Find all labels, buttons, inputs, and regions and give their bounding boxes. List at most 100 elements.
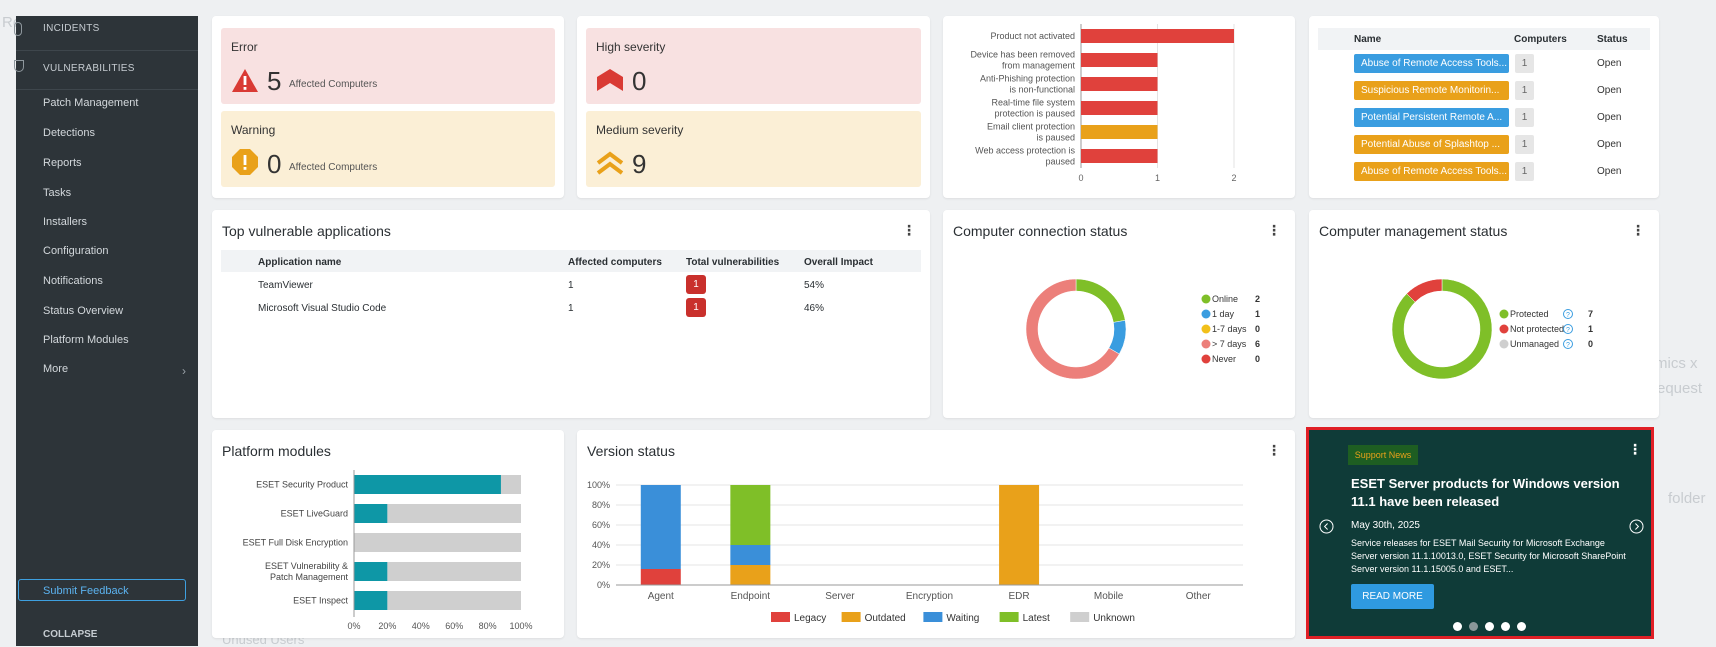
category-label: ESET Vulnerability & <box>265 561 348 571</box>
pagination-dot[interactable] <box>1453 622 1462 631</box>
sidebar-item-status-overview[interactable]: Status Overview <box>43 305 124 317</box>
warning-tile[interactable]: Warning 0 Affected Computers <box>221 111 555 187</box>
medium-severity-tile[interactable]: Medium severity 9 <box>586 111 921 187</box>
help-glyph: ? <box>1566 312 1570 319</box>
incident-name[interactable]: Abuse of Remote Access Tools... <box>1354 54 1509 73</box>
sidebar-item-installers[interactable]: Installers <box>43 216 88 228</box>
legend-label: Not protected <box>1510 324 1564 334</box>
legend-count: 2 <box>1255 294 1260 304</box>
sidebar-item-more[interactable]: More <box>43 363 69 375</box>
donut-slice <box>1108 320 1127 355</box>
category-label: ESET Full Disk Encryption <box>243 538 348 548</box>
problems-chart: 0 1 2 Product not activated Device has been … <box>970 24 1237 183</box>
vuln-apps-header-affected: Affected computers <box>568 257 662 268</box>
medium-severity-icon <box>596 151 624 175</box>
legend-label: Unmanaged <box>1510 339 1559 349</box>
category-label: Real-time file system <box>991 98 1075 108</box>
background-text-right-2: equest <box>1657 380 1703 397</box>
help-icon <box>1563 339 1573 349</box>
legend-count: 0 <box>1588 339 1593 349</box>
bar-segment <box>640 569 681 585</box>
category-label: paused <box>1045 157 1075 167</box>
legend-label: Unknown <box>1093 613 1135 624</box>
y-tick-label: 20% <box>592 560 610 570</box>
incident-status: Open <box>1597 58 1622 69</box>
sidebar-group-vulnerabilities[interactable]: VULNERABILITIES <box>43 63 135 74</box>
bar-segment <box>640 485 681 569</box>
prev-arrow-icon[interactable] <box>1319 519 1334 534</box>
donut-slice <box>1075 278 1126 323</box>
sidebar-item-detections[interactable]: Detections <box>43 127 95 139</box>
bar-segment <box>354 562 388 581</box>
legend-count: 0 <box>1255 324 1260 334</box>
pagination-dot[interactable] <box>1501 622 1510 631</box>
bar <box>1081 101 1158 115</box>
high-severity-tile[interactable]: High severity 0 <box>586 28 921 104</box>
help-glyph: ? <box>1566 327 1570 334</box>
help-icon <box>1563 324 1573 334</box>
pagination-dot[interactable] <box>1485 622 1494 631</box>
incident-status: Open <box>1597 112 1622 123</box>
incident-computers: 1 <box>1515 54 1534 73</box>
collapse-button[interactable]: COLLAPSE <box>43 629 98 640</box>
incidents-header-status: Status <box>1597 34 1628 45</box>
management-status-card: Computer management status ⋮ Protected? 7… <box>1309 210 1659 418</box>
next-arrow-icon[interactable] <box>1629 519 1644 534</box>
x-tick-label: 80% <box>479 621 497 631</box>
legend-label: Legacy <box>794 613 826 624</box>
kebab-menu-icon[interactable]: ⋮ <box>1267 442 1281 458</box>
sidebar-item-configuration[interactable]: Configuration <box>43 245 109 257</box>
sidebar-item-notifications[interactable]: Notifications <box>43 275 103 287</box>
sidebar-item-platform-modules[interactable]: Platform Modules <box>43 334 129 346</box>
sidebar-group-incidents[interactable]: INCIDENTS <box>43 23 100 34</box>
kebab-menu-icon[interactable]: ⋮ <box>1628 441 1642 457</box>
incident-name[interactable]: Potential Abuse of Splashtop ... <box>1354 135 1509 154</box>
bar-segment <box>730 565 771 585</box>
bar-segment <box>354 591 388 610</box>
legend-count: 0 <box>1255 354 1260 364</box>
sidebar-item-tasks[interactable]: Tasks <box>43 187 72 199</box>
x-tick-label: 60% <box>445 621 463 631</box>
medium-severity-label: Medium severity <box>596 123 684 137</box>
legend-swatch <box>999 612 1019 622</box>
pagination-dot[interactable] <box>1469 622 1478 631</box>
sidebar-item-patch-management[interactable]: Patch Management <box>43 97 139 109</box>
vuln-apps-header-name: Application name <box>258 257 342 268</box>
high-severity-icon <box>597 69 623 91</box>
help-glyph: ? <box>1566 342 1570 349</box>
incident-computers: 1 <box>1515 108 1534 127</box>
error-tile[interactable]: Error 5 Affected Computers <box>221 28 555 104</box>
vuln-app-impact: 54% <box>804 280 825 291</box>
vuln-app-total-badge[interactable]: 1 <box>686 298 706 317</box>
error-sub: Affected Computers <box>289 79 378 90</box>
incident-name[interactable]: Abuse of Remote Access Tools... <box>1354 162 1509 181</box>
donut-slice <box>1406 278 1443 303</box>
incident-name[interactable]: Potential Persistent Remote A... <box>1354 108 1509 127</box>
x-tick-label: Server <box>825 591 855 602</box>
read-more-button[interactable]: READ MORE <box>1351 584 1434 609</box>
kebab-menu-icon[interactable]: ⋮ <box>1267 222 1281 238</box>
pagination-dot[interactable] <box>1517 622 1526 631</box>
news-tag: Support News <box>1348 445 1418 465</box>
vuln-app-total-badge[interactable]: 1 <box>686 275 706 294</box>
sidebar-item-reports[interactable]: Reports <box>43 157 82 169</box>
bar-segment <box>500 475 521 494</box>
x-tick-label: Mobile <box>1094 591 1124 602</box>
kebab-menu-icon[interactable]: ⋮ <box>1631 222 1645 238</box>
legend-swatch <box>771 612 790 622</box>
chevron-right-icon[interactable]: › <box>182 364 186 378</box>
shield-icon <box>14 60 24 72</box>
legend-swatch <box>1201 309 1211 319</box>
submit-feedback-button[interactable]: Submit Feedback <box>18 579 186 601</box>
vuln-app-impact: 46% <box>804 303 825 314</box>
kebab-menu-icon[interactable]: ⋮ <box>902 222 916 238</box>
bar-segment <box>730 545 771 565</box>
warning-label: Warning <box>231 123 276 137</box>
vuln-app-name[interactable]: Microsoft Visual Studio Code <box>258 303 387 314</box>
error-label: Error <box>231 40 258 54</box>
vuln-app-name[interactable]: TeamViewer <box>258 280 313 291</box>
category-label: Web access protection is <box>975 146 1075 156</box>
incident-name[interactable]: Suspicious Remote Monitorin... <box>1354 81 1509 100</box>
vuln-app-affected: 1 <box>568 303 574 314</box>
x-tick-label: 2 <box>1231 173 1236 183</box>
